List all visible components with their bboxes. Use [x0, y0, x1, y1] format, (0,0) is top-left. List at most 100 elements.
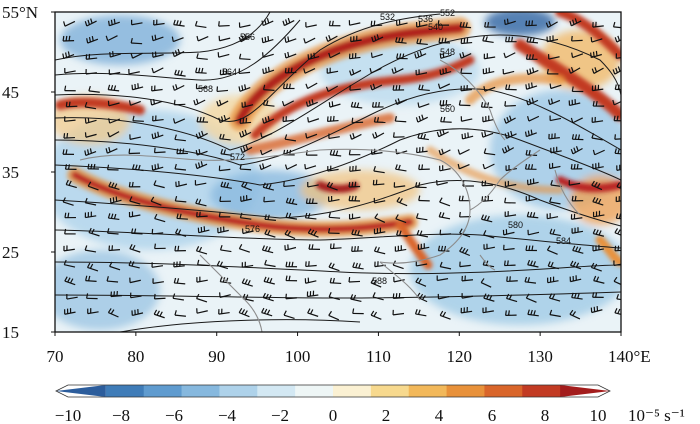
- wind-barb: [129, 134, 141, 140]
- wind-barb: [218, 114, 231, 124]
- wind-barb: [616, 182, 621, 189]
- wind-barb: [307, 181, 319, 188]
- wind-barb: [151, 85, 163, 92]
- wind-barb: [480, 214, 493, 223]
- colorbar-tick-label: 4: [435, 406, 444, 424]
- wind-barb: [503, 115, 516, 124]
- wind-barb: [418, 195, 430, 202]
- wind-barb: [457, 148, 470, 155]
- wind-barb: [105, 146, 118, 154]
- wind-barb: [414, 309, 427, 317]
- lon-tick-label: 120: [447, 347, 473, 366]
- wind-barb: [84, 211, 97, 219]
- wind-barb: [349, 69, 362, 76]
- wind-barb: [418, 84, 430, 92]
- wind-barb: [238, 244, 250, 253]
- wind-barb: [459, 21, 472, 29]
- wind-barb: [173, 99, 186, 106]
- wind-barb: [151, 34, 164, 42]
- wind-barb: [369, 67, 382, 74]
- wind-barb: [109, 51, 122, 58]
- wind-barb: [284, 67, 297, 74]
- wind-barb: [591, 133, 603, 141]
- wind-barb: [196, 116, 209, 123]
- wind-barb: [550, 146, 562, 154]
- wind-barb: [284, 36, 297, 43]
- wind-barb: [392, 84, 405, 91]
- wind-barb: [525, 82, 538, 90]
- wind-barb: [105, 35, 118, 42]
- wind-barb: [350, 294, 362, 303]
- colorbar-segment: [370, 385, 410, 397]
- wind-barb: [613, 276, 621, 286]
- wind-barb: [84, 197, 97, 206]
- wind-barb: [238, 33, 251, 43]
- wind-barb: [525, 54, 538, 60]
- contour-label: 536: [418, 14, 433, 24]
- wind-barb: [438, 148, 451, 156]
- lon-tick-label: 110: [366, 347, 391, 366]
- wind-barb: [482, 163, 495, 170]
- wind-barb: [437, 83, 451, 90]
- colorbar-segment: [181, 385, 220, 397]
- colorbar-segment: [143, 385, 183, 397]
- wind-barb: [110, 290, 122, 298]
- wind-barb: [176, 148, 188, 155]
- wind-barb: [174, 310, 186, 317]
- wind-barb: [283, 310, 295, 319]
- wind-barb: [282, 116, 295, 123]
- contour-label: 580: [508, 220, 523, 230]
- wind-barb: [481, 131, 494, 138]
- wind-barb: [241, 228, 254, 235]
- wind-barb: [348, 149, 361, 156]
- lat-tick-label: 45: [2, 83, 19, 102]
- wind-barb: [262, 99, 275, 107]
- wind-barb: [459, 261, 471, 268]
- wind-barb: [154, 243, 166, 250]
- wind-barb: [439, 99, 452, 106]
- colorbar-outline: [55, 384, 611, 398]
- wind-barb: [196, 211, 208, 218]
- wind-barb: [526, 211, 539, 219]
- wind-barb: [461, 132, 474, 140]
- wind-barb: [352, 308, 364, 315]
- wind-barb: [239, 117, 252, 124]
- wind-barb: [66, 294, 78, 300]
- wind-barb: [194, 180, 207, 186]
- wind-barb: [396, 230, 408, 238]
- wind-barb: [195, 293, 208, 303]
- wind-barb: [348, 181, 361, 188]
- wind-barb: [612, 21, 621, 29]
- wind-barb: [439, 229, 452, 236]
- wind-barb: [128, 100, 141, 106]
- wind-barb: [307, 117, 320, 123]
- wind-barb: [349, 85, 361, 91]
- wind-barb: [613, 260, 621, 267]
- colorbar-segment: [522, 385, 561, 397]
- wind-barb: [524, 164, 537, 170]
- wind-barb: [571, 292, 583, 300]
- wind-barb: [570, 117, 583, 124]
- wind-barb: [64, 308, 76, 315]
- wind-barb: [348, 20, 361, 26]
- wind-barb: [262, 292, 274, 302]
- wind-barb: [527, 115, 540, 122]
- wind-barb: [129, 196, 141, 205]
- wind-barb: [132, 164, 144, 172]
- wind-barb: [151, 228, 164, 235]
- lat-tick-label: 15: [2, 323, 19, 342]
- wind-barb: [107, 213, 120, 221]
- wind-barb: [525, 245, 537, 252]
- wind-barb: [216, 260, 229, 270]
- wind-barb: [546, 213, 559, 220]
- wind-barb: [240, 144, 253, 154]
- wind-barb: [590, 50, 602, 59]
- wind-barb: [174, 245, 186, 252]
- wind-barb: [262, 182, 275, 191]
- wind-barb: [285, 293, 297, 300]
- wind-barb: [219, 245, 232, 253]
- wind-barb: [393, 276, 405, 283]
- wind-barb: [416, 229, 429, 238]
- wind-barb: [614, 35, 621, 43]
